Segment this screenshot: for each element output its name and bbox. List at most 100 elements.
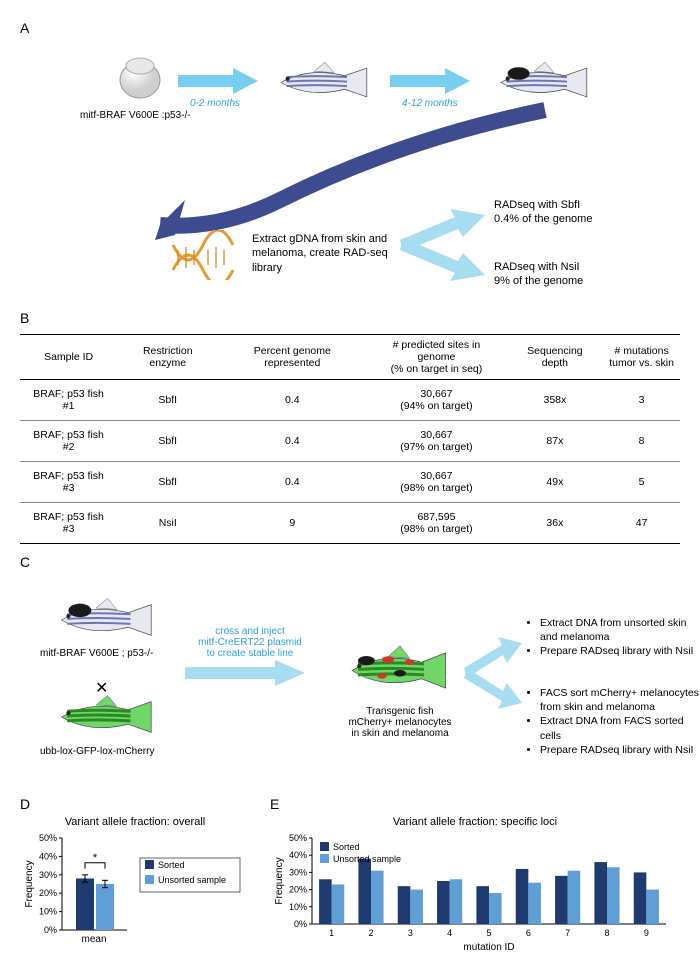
fish-transgenic-icon <box>340 643 460 698</box>
list-item: FACS sort mCherry+ melanocytes from skin… <box>540 686 700 714</box>
table-cell: 87x <box>507 421 604 462</box>
svg-text:Unsorted sample: Unsorted sample <box>158 875 226 885</box>
svg-text:mean: mean <box>81 934 106 945</box>
svg-text:Frequency: Frequency <box>274 857 285 904</box>
table-cell: 0.4 <box>218 380 366 421</box>
svg-text:Frequency: Frequency <box>24 860 35 907</box>
panel-c-label: C <box>20 554 680 570</box>
table-cell: 0.4 <box>218 462 366 503</box>
rad1-line2: 0.4% of the genome <box>494 212 592 226</box>
chart-d-title: Variant allele fraction: overall <box>20 816 250 828</box>
table-row: BRAF; p53 fish #3NsiI9687,595(98% on tar… <box>20 503 680 544</box>
panel-b-label: B <box>20 310 680 326</box>
panel-b-table: Sample IDRestriction enzymePercent genom… <box>20 334 680 544</box>
svg-text:*: * <box>93 852 98 864</box>
dna-icon <box>168 230 238 280</box>
table-cell: 36x <box>507 503 604 544</box>
panel-a-schematic: mitf-BRAF V600E :p53-/- 0-2 months 4-12 … <box>20 40 680 310</box>
cross-text: cross and inject mitf-CreERT22 plasmid t… <box>190 626 310 659</box>
table-header: Sample ID <box>20 335 117 380</box>
svg-text:2: 2 <box>368 928 373 938</box>
svg-text:50%: 50% <box>289 833 307 843</box>
table-header: Sequencing depth <box>507 335 604 380</box>
table-cell: SbfI <box>117 380 218 421</box>
chart-d: 0%10%20%30%40%50%Frequency*meanSortedUns… <box>20 832 250 952</box>
list-item: Prepare RADseq library with NsiI <box>540 743 700 757</box>
table-cell: 0.4 <box>218 421 366 462</box>
svg-text:0%: 0% <box>44 925 57 935</box>
table-cell: 30,667(94% on target) <box>366 380 506 421</box>
svg-text:Unsorted sample: Unsorted sample <box>333 854 401 864</box>
table-cell: SbfI <box>117 421 218 462</box>
svg-text:7: 7 <box>565 928 570 938</box>
table-row: BRAF; p53 fish #3SbfI0.430,667(98% on ta… <box>20 462 680 503</box>
table-cell: 8 <box>603 421 680 462</box>
split-arrow-icon <box>400 205 490 285</box>
table-cell: 30,667(97% on target) <box>366 421 506 462</box>
svg-text:30%: 30% <box>39 870 57 880</box>
genotype1-label: mitf-BRAF V600E ; p53-/- <box>40 648 153 659</box>
table-header: Restriction enzyme <box>117 335 218 380</box>
embryo-icon <box>115 52 165 102</box>
table-header: # mutationstumor vs. skin <box>603 335 680 380</box>
rad2-line1: RADseq with NsiI <box>494 260 583 274</box>
table-cell: 47 <box>603 503 680 544</box>
arrow-icon <box>178 68 258 94</box>
svg-text:20%: 20% <box>289 885 307 895</box>
panel-a-label: A <box>20 20 680 36</box>
fish-green-icon <box>50 693 165 741</box>
extract-text: Extract gDNA from skin and melanoma, cre… <box>252 232 392 275</box>
svg-text:10%: 10% <box>39 907 57 917</box>
svg-text:8: 8 <box>604 928 609 938</box>
svg-text:4: 4 <box>447 928 452 938</box>
svg-text:Sorted: Sorted <box>158 860 185 870</box>
table-header: # predicted sites in genome(% on target … <box>366 335 506 380</box>
bullets1: Extract DNA from unsorted skin and melan… <box>528 616 700 659</box>
split-arrow-icon <box>464 633 524 713</box>
table-cell: 5 <box>603 462 680 503</box>
chart-e: 0%10%20%30%40%50%Frequency123456789mutat… <box>270 832 670 952</box>
svg-text:Sorted: Sorted <box>333 842 360 852</box>
radseq2-text: RADseq with NsiI 9% of the genome <box>494 260 583 289</box>
panel-d-label: D <box>20 796 250 812</box>
table-cell: SbfI <box>117 462 218 503</box>
svg-text:10%: 10% <box>289 902 307 912</box>
rad2-line2: 9% of the genome <box>494 274 583 288</box>
list-item: Prepare RADseq library with NsiI <box>540 644 700 658</box>
radseq1-text: RADseq with SbfI 0.4% of the genome <box>494 198 592 227</box>
svg-text:1: 1 <box>329 928 334 938</box>
svg-text:30%: 30% <box>289 867 307 877</box>
table-row: BRAF; p53 fish #2SbfI0.430,667(97% on ta… <box>20 421 680 462</box>
svg-text:40%: 40% <box>39 851 57 861</box>
table-cell: 49x <box>507 462 604 503</box>
fish-icon <box>270 60 380 105</box>
table-cell: 687,595(98% on target) <box>366 503 506 544</box>
arrow-icon <box>390 68 470 94</box>
table-cell: 30,667(98% on target) <box>366 462 506 503</box>
svg-text:5: 5 <box>486 928 491 938</box>
svg-text:3: 3 <box>408 928 413 938</box>
svg-text:mutation ID: mutation ID <box>463 942 514 952</box>
list-item: Extract DNA from unsorted skin and melan… <box>540 616 700 644</box>
svg-text:0%: 0% <box>294 919 307 929</box>
panel-c-schematic: mitf-BRAF V600E ; p53-/- ✕ ubb-lox-GFP-l… <box>20 578 680 788</box>
list-item: Extract DNA from FACS sorted cells <box>540 714 700 742</box>
bullets2: FACS sort mCherry+ melanocytes from skin… <box>528 686 700 757</box>
svg-text:6: 6 <box>526 928 531 938</box>
svg-text:9: 9 <box>644 928 649 938</box>
chart-e-title: Variant allele fraction: specific loci <box>270 816 680 828</box>
svg-text:50%: 50% <box>39 833 57 843</box>
table-cell: 3 <box>603 380 680 421</box>
fish-tumor-icon <box>50 596 165 644</box>
table-cell: BRAF; p53 fish #1 <box>20 380 117 421</box>
table-cell: BRAF; p53 fish #2 <box>20 421 117 462</box>
table-row: BRAF; p53 fish #1SbfI0.430,667(94% on ta… <box>20 380 680 421</box>
table-cell: BRAF; p53 fish #3 <box>20 503 117 544</box>
rad1-line1: RADseq with SbfI <box>494 198 592 212</box>
table-header: Percent genome represented <box>218 335 366 380</box>
arrow-icon <box>185 660 305 686</box>
genotype2-label: ubb-lox-GFP-lox-mCherry <box>40 746 154 757</box>
table-cell: 9 <box>218 503 366 544</box>
panel-e-label: E <box>270 796 680 812</box>
table-cell: NsiI <box>117 503 218 544</box>
